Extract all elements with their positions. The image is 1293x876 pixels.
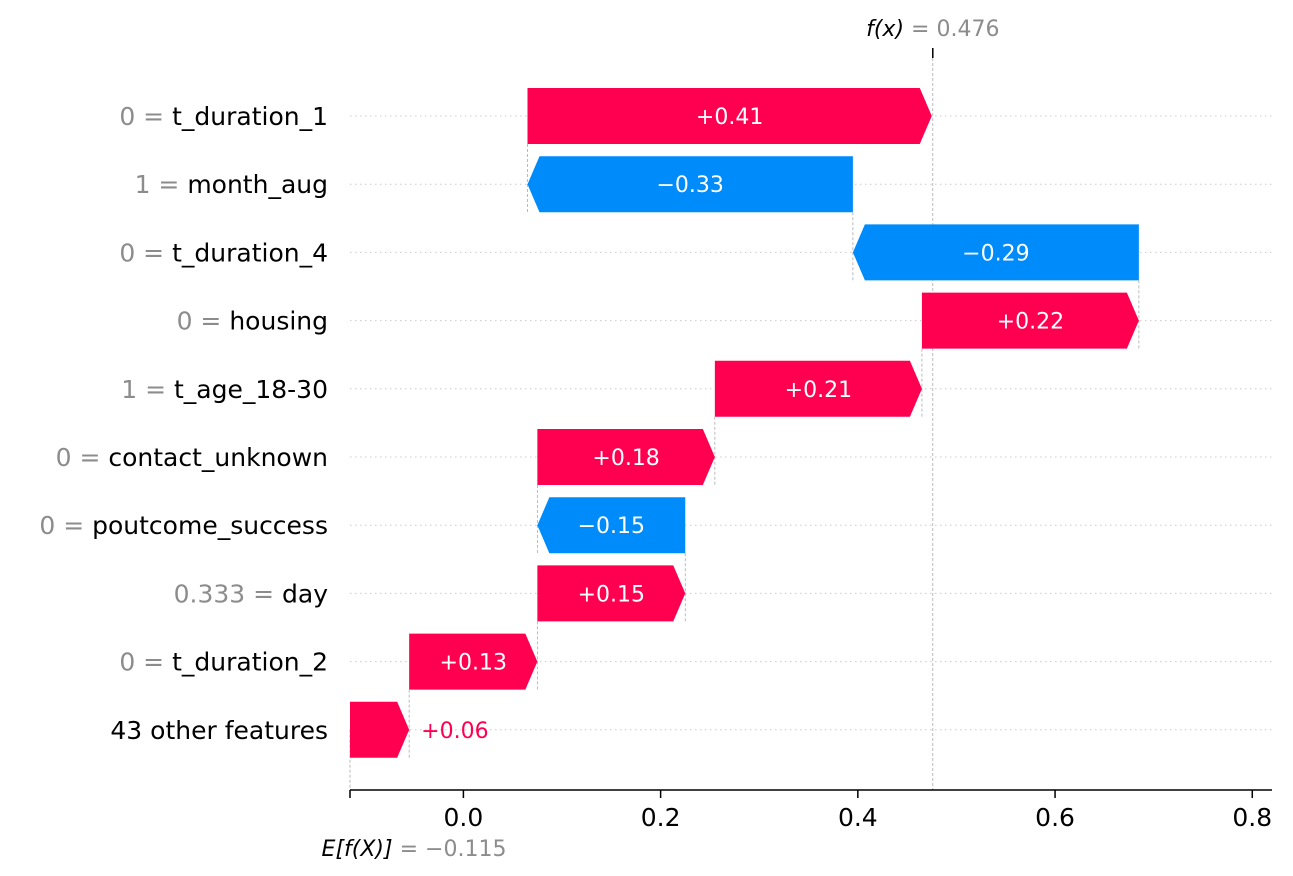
feature-value: 0 = [119, 238, 172, 267]
bar-t_duration_2 [409, 633, 538, 690]
bar-t_duration_4 [852, 224, 1139, 281]
bar-value-label: +0.41 [696, 105, 763, 130]
feature-label: 0 = contact_unknown [56, 443, 328, 472]
feature-name: housing [229, 307, 328, 336]
output-value-text: = 0.476 [911, 17, 999, 42]
bar-contact_unknown [537, 429, 715, 485]
x-axis: 0.0 0.2 0.4 0.6 0.8 [349, 789, 1272, 832]
bar-day [537, 565, 686, 622]
feature-value: 0 = [177, 307, 230, 336]
feature-value: 0 = [39, 511, 92, 540]
feature-label: 43 other features [110, 716, 328, 745]
feature-name: t_duration_2 [172, 648, 328, 677]
feature-labels: 0 = t_duration_1 1 = month_aug 0 = t_durat… [39, 102, 328, 745]
bar-value-label: +0.22 [997, 310, 1064, 335]
bar-value-label: −0.33 [656, 173, 723, 198]
feature-name: t_age_18-30 [174, 375, 328, 404]
x-tick-label: 0.2 [641, 803, 681, 832]
output-value-name: f(x) [866, 17, 911, 42]
feature-label: 0 = t_duration_2 [119, 648, 328, 677]
feature-value: 1 = [121, 375, 174, 404]
base-value-name: E[f(X)] [322, 837, 400, 862]
feature-label: 0 = t_duration_4 [119, 238, 328, 267]
feature-label: 1 = month_aug [135, 170, 328, 199]
connector-lines [349, 48, 1140, 790]
annotations: f(x) = 0.476 E[f(X)] = −0.115 [322, 17, 1000, 862]
feature-name: poutcome_success [92, 511, 328, 540]
feature-name: month_aug [187, 170, 328, 199]
bar-value-label: −0.29 [962, 241, 1029, 266]
base-value-annotation: E[f(X)] = −0.115 [322, 837, 507, 862]
bar-t_age_18-30 [714, 360, 922, 417]
bar-value-label: +0.15 [578, 582, 645, 607]
feature-name: day [282, 579, 328, 608]
bar-month_aug [527, 156, 853, 213]
feature-label: 0 = poutcome_success [39, 511, 328, 540]
bar-value-label: +0.13 [440, 651, 507, 676]
bar-value-label: +0.18 [592, 446, 659, 471]
x-tick-label: 0.4 [838, 803, 878, 832]
feature-label: 1 = t_age_18-30 [121, 375, 328, 404]
output-value-annotation: f(x) = 0.476 [866, 17, 999, 42]
x-tick-label: 0.6 [1035, 803, 1075, 832]
bar-t_duration_1 [527, 88, 932, 144]
feature-label: 0 = t_duration_1 [119, 102, 328, 131]
feature-name: t_duration_4 [172, 238, 328, 267]
feature-value: 0 = [56, 443, 109, 472]
feature-name: 43 other features [110, 716, 328, 745]
feature-value: 1 = [135, 170, 188, 199]
bar-housing [921, 292, 1139, 349]
x-tick-label: 0.0 [444, 803, 484, 832]
bar-43-other-features [350, 701, 410, 758]
feature-value: 0 = [119, 102, 172, 131]
feature-value: 0 = [119, 648, 172, 677]
x-tick-label: 0.8 [1232, 803, 1272, 832]
bar-value-label: +0.06 [421, 719, 488, 744]
bar-poutcome_success [537, 497, 686, 554]
feature-name: t_duration_1 [172, 102, 328, 131]
bar-value-label: +0.21 [785, 378, 852, 403]
feature-label: 0 = housing [177, 307, 328, 336]
feature-label: 0.333 = day [174, 579, 329, 608]
base-value-text: = −0.115 [400, 837, 507, 862]
feature-value: 0.333 = [174, 579, 282, 608]
bar-value-label: −0.15 [578, 514, 645, 539]
bars: +0.41 −0.33 −0.29 +0.22 +0.21 +0.18 −0.15 +0.15… [350, 88, 1139, 758]
feature-name: contact_unknown [108, 443, 328, 472]
